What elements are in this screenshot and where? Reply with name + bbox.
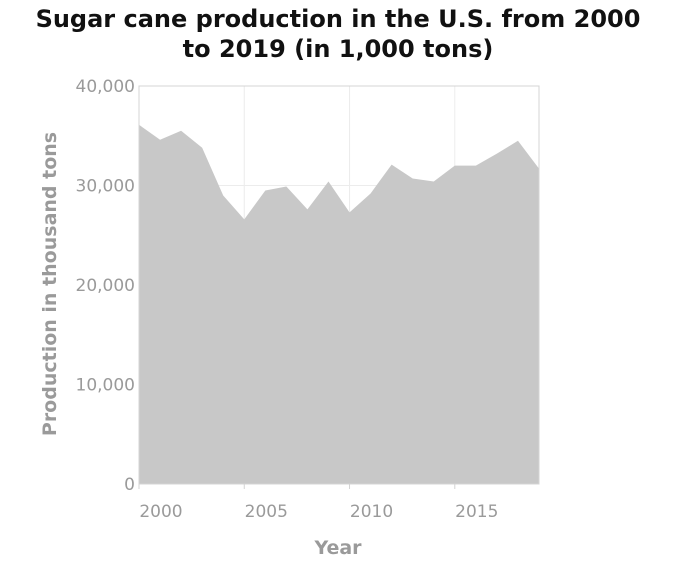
y-tick-label: 20,000 <box>76 276 135 296</box>
x-tick-label: 2015 <box>455 502 498 522</box>
y-tick-label: 30,000 <box>76 177 135 197</box>
x-axis-label: Year <box>313 537 362 559</box>
chart-title-line-1: Sugar cane production in the U.S. from 2… <box>35 5 641 33</box>
chart-title: Sugar cane production in the U.S. from 2… <box>0 4 676 64</box>
plot-frame <box>138 85 540 485</box>
y-tick-label: 10,000 <box>76 376 135 396</box>
y-tick-label: 0 <box>124 475 135 495</box>
y-axis-ticks: 0 10,000 20,000 30,000 40,000 <box>76 77 135 495</box>
production-area <box>139 124 539 485</box>
x-tick-label: 2010 <box>350 502 393 522</box>
x-tick-label: 2000 <box>139 502 182 522</box>
y-axis-label: Production in thousand tons <box>39 132 61 436</box>
chart-title-line-2: to 2019 (in 1,000 tons) <box>182 35 494 63</box>
x-tick-label: 2005 <box>245 502 288 522</box>
x-axis-ticks: 2000 2005 2010 2015 <box>138 484 498 522</box>
y-tick-label: 40,000 <box>76 77 135 97</box>
